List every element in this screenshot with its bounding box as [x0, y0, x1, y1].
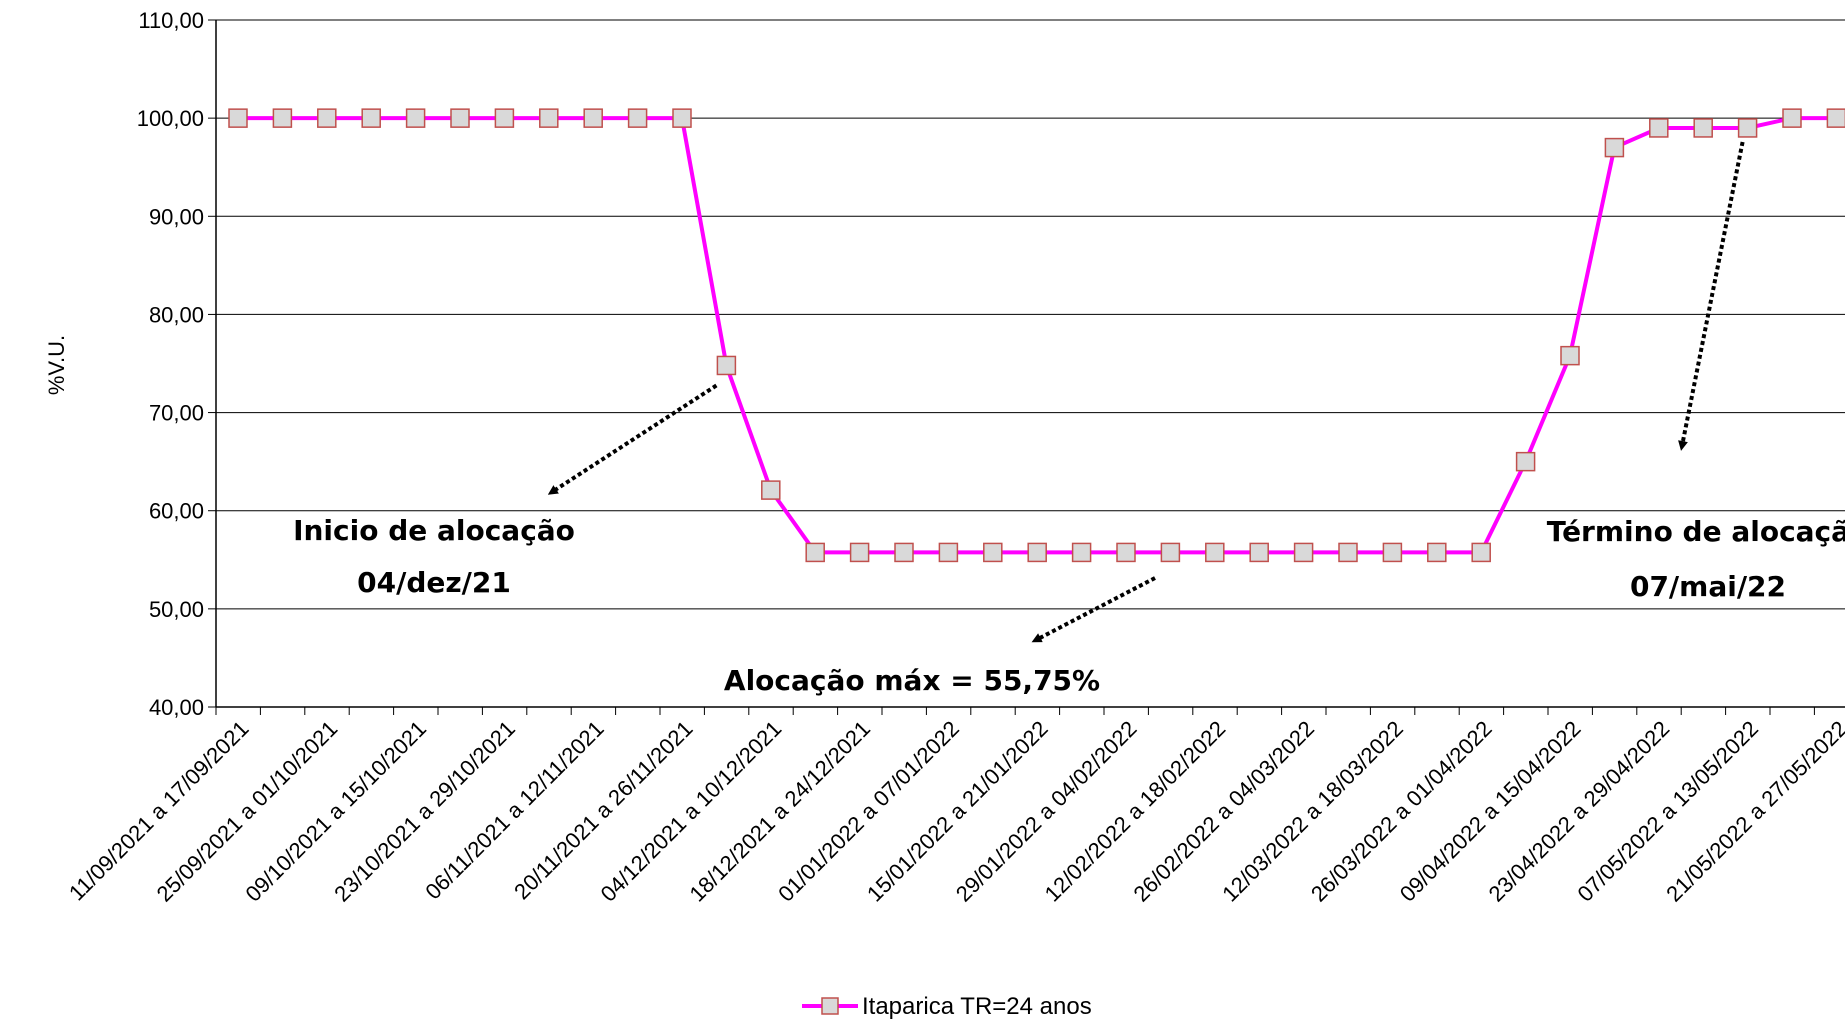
- arrow-inicio: [547, 383, 718, 495]
- data-point: [1515, 451, 1536, 472]
- x-tick-label: 21/05/2022 a 27/05/2022: [1661, 716, 1845, 907]
- axes: [215, 20, 1845, 708]
- legend: Itaparica TR=24 anos: [802, 993, 1092, 1020]
- y-tick-label: 70,00: [149, 401, 204, 426]
- data-point: [1116, 542, 1136, 563]
- y-tick-label: 100,00: [137, 106, 204, 131]
- x-tick-label: 18/12/2021 a 24/12/2021: [684, 716, 875, 907]
- y-tick-label: 60,00: [149, 499, 204, 524]
- x-tick-label: 09/04/2022 a 15/04/2022: [1395, 716, 1586, 907]
- y-tick-label: 80,00: [149, 302, 204, 327]
- x-tick-label: 29/01/2022 a 04/02/2022: [951, 716, 1142, 907]
- x-tick-label: 23/10/2021 a 29/10/2021: [329, 716, 520, 907]
- data-point: [1071, 542, 1092, 563]
- x-tick-label: 23/04/2022 a 29/04/2022: [1484, 716, 1675, 907]
- data-point: [983, 542, 1003, 563]
- annotation-alocacao-max: Alocação máx = 55,75%: [724, 664, 1100, 697]
- data-point: [849, 542, 870, 563]
- x-tick-label: 20/11/2021 a 26/11/2021: [509, 716, 697, 904]
- series-itaparica: [228, 108, 1845, 563]
- series-line: [238, 116, 1837, 555]
- data-point: [627, 108, 648, 128]
- x-tick-label: 09/10/2021 a 15/10/2021: [240, 716, 431, 907]
- data-point: [1427, 542, 1447, 563]
- data-point: [1338, 542, 1358, 563]
- x-tick-label: 04/12/2021 a 10/12/2021: [596, 716, 787, 907]
- y-axis-ticks: 40,00 50,00 60,00 70,00 80,00 90,00 100,00 110,…: [137, 8, 216, 720]
- data-point: [317, 108, 337, 128]
- data-point: [1649, 118, 1669, 138]
- arrow-termino: [1678, 141, 1745, 451]
- annotation-termino-title: Término de alocação: [1547, 515, 1845, 548]
- data-point: [1826, 108, 1845, 128]
- data-point: [805, 542, 825, 563]
- data-point: [1205, 542, 1225, 563]
- legend-marker: [821, 997, 839, 1015]
- data-point: [539, 108, 559, 128]
- data-point: [405, 108, 426, 128]
- data-point: [583, 108, 603, 128]
- data-point: [361, 108, 381, 128]
- annotation-termino-date: 07/mai/22: [1630, 570, 1786, 603]
- data-point: [228, 108, 248, 128]
- x-tick-label: 07/05/2022 a 13/05/2022: [1572, 716, 1763, 907]
- x-tick-label: 11/09/2021 a 17/09/2021: [64, 716, 254, 906]
- data-point: [1693, 118, 1713, 138]
- data-point: [672, 108, 692, 128]
- annotations: Inicio de alocação 04/dez/21 Alocação máx …: [293, 514, 1845, 697]
- annotation-inicio-title: Inicio de alocação: [293, 514, 575, 547]
- x-tick-label: 06/11/2021 a 12/11/2021: [420, 716, 608, 904]
- data-point: [938, 542, 959, 563]
- data-point: [272, 108, 293, 128]
- data-point: [1471, 542, 1491, 563]
- annotation-arrows: [547, 141, 1745, 643]
- x-tick-label: 15/01/2022 a 21/01/2022: [862, 716, 1053, 907]
- data-point: [1293, 542, 1314, 563]
- arrow-alocacao-max: [1031, 576, 1156, 643]
- x-tick-label: 12/03/2022 a 18/03/2022: [1217, 716, 1408, 907]
- y-tick-label: 40,00: [149, 695, 204, 720]
- data-point: [894, 542, 914, 563]
- y-axis-label: %V.U.: [44, 335, 69, 395]
- data-point: [761, 480, 781, 500]
- data-point: [1782, 108, 1802, 128]
- data-point: [1382, 542, 1403, 563]
- y-tick-label: 50,00: [149, 597, 204, 622]
- data-point: [1160, 542, 1181, 563]
- x-tick-label: 26/02/2022 a 04/03/2022: [1128, 716, 1319, 907]
- data-point: [450, 108, 470, 128]
- annotation-inicio-date: 04/dez/21: [357, 566, 511, 599]
- legend-label: Itaparica TR=24 anos: [862, 993, 1092, 1020]
- data-point: [1560, 345, 1580, 366]
- x-tick-label: 26/03/2022 a 01/04/2022: [1306, 716, 1497, 907]
- x-tick-label: 01/01/2022 a 07/01/2022: [773, 716, 964, 907]
- data-point: [1737, 118, 1758, 138]
- y-tick-label: 90,00: [149, 204, 204, 229]
- x-tick-label: 12/02/2022 a 18/02/2022: [1040, 716, 1231, 907]
- x-tick-label: 25/09/2021 a 01/10/2021: [152, 716, 343, 907]
- data-point: [1249, 542, 1269, 563]
- data-point: [716, 355, 737, 376]
- data-point: [1027, 542, 1047, 563]
- y-tick-label: 110,00: [138, 8, 204, 33]
- data-point: [1604, 137, 1625, 158]
- data-point: [494, 108, 515, 128]
